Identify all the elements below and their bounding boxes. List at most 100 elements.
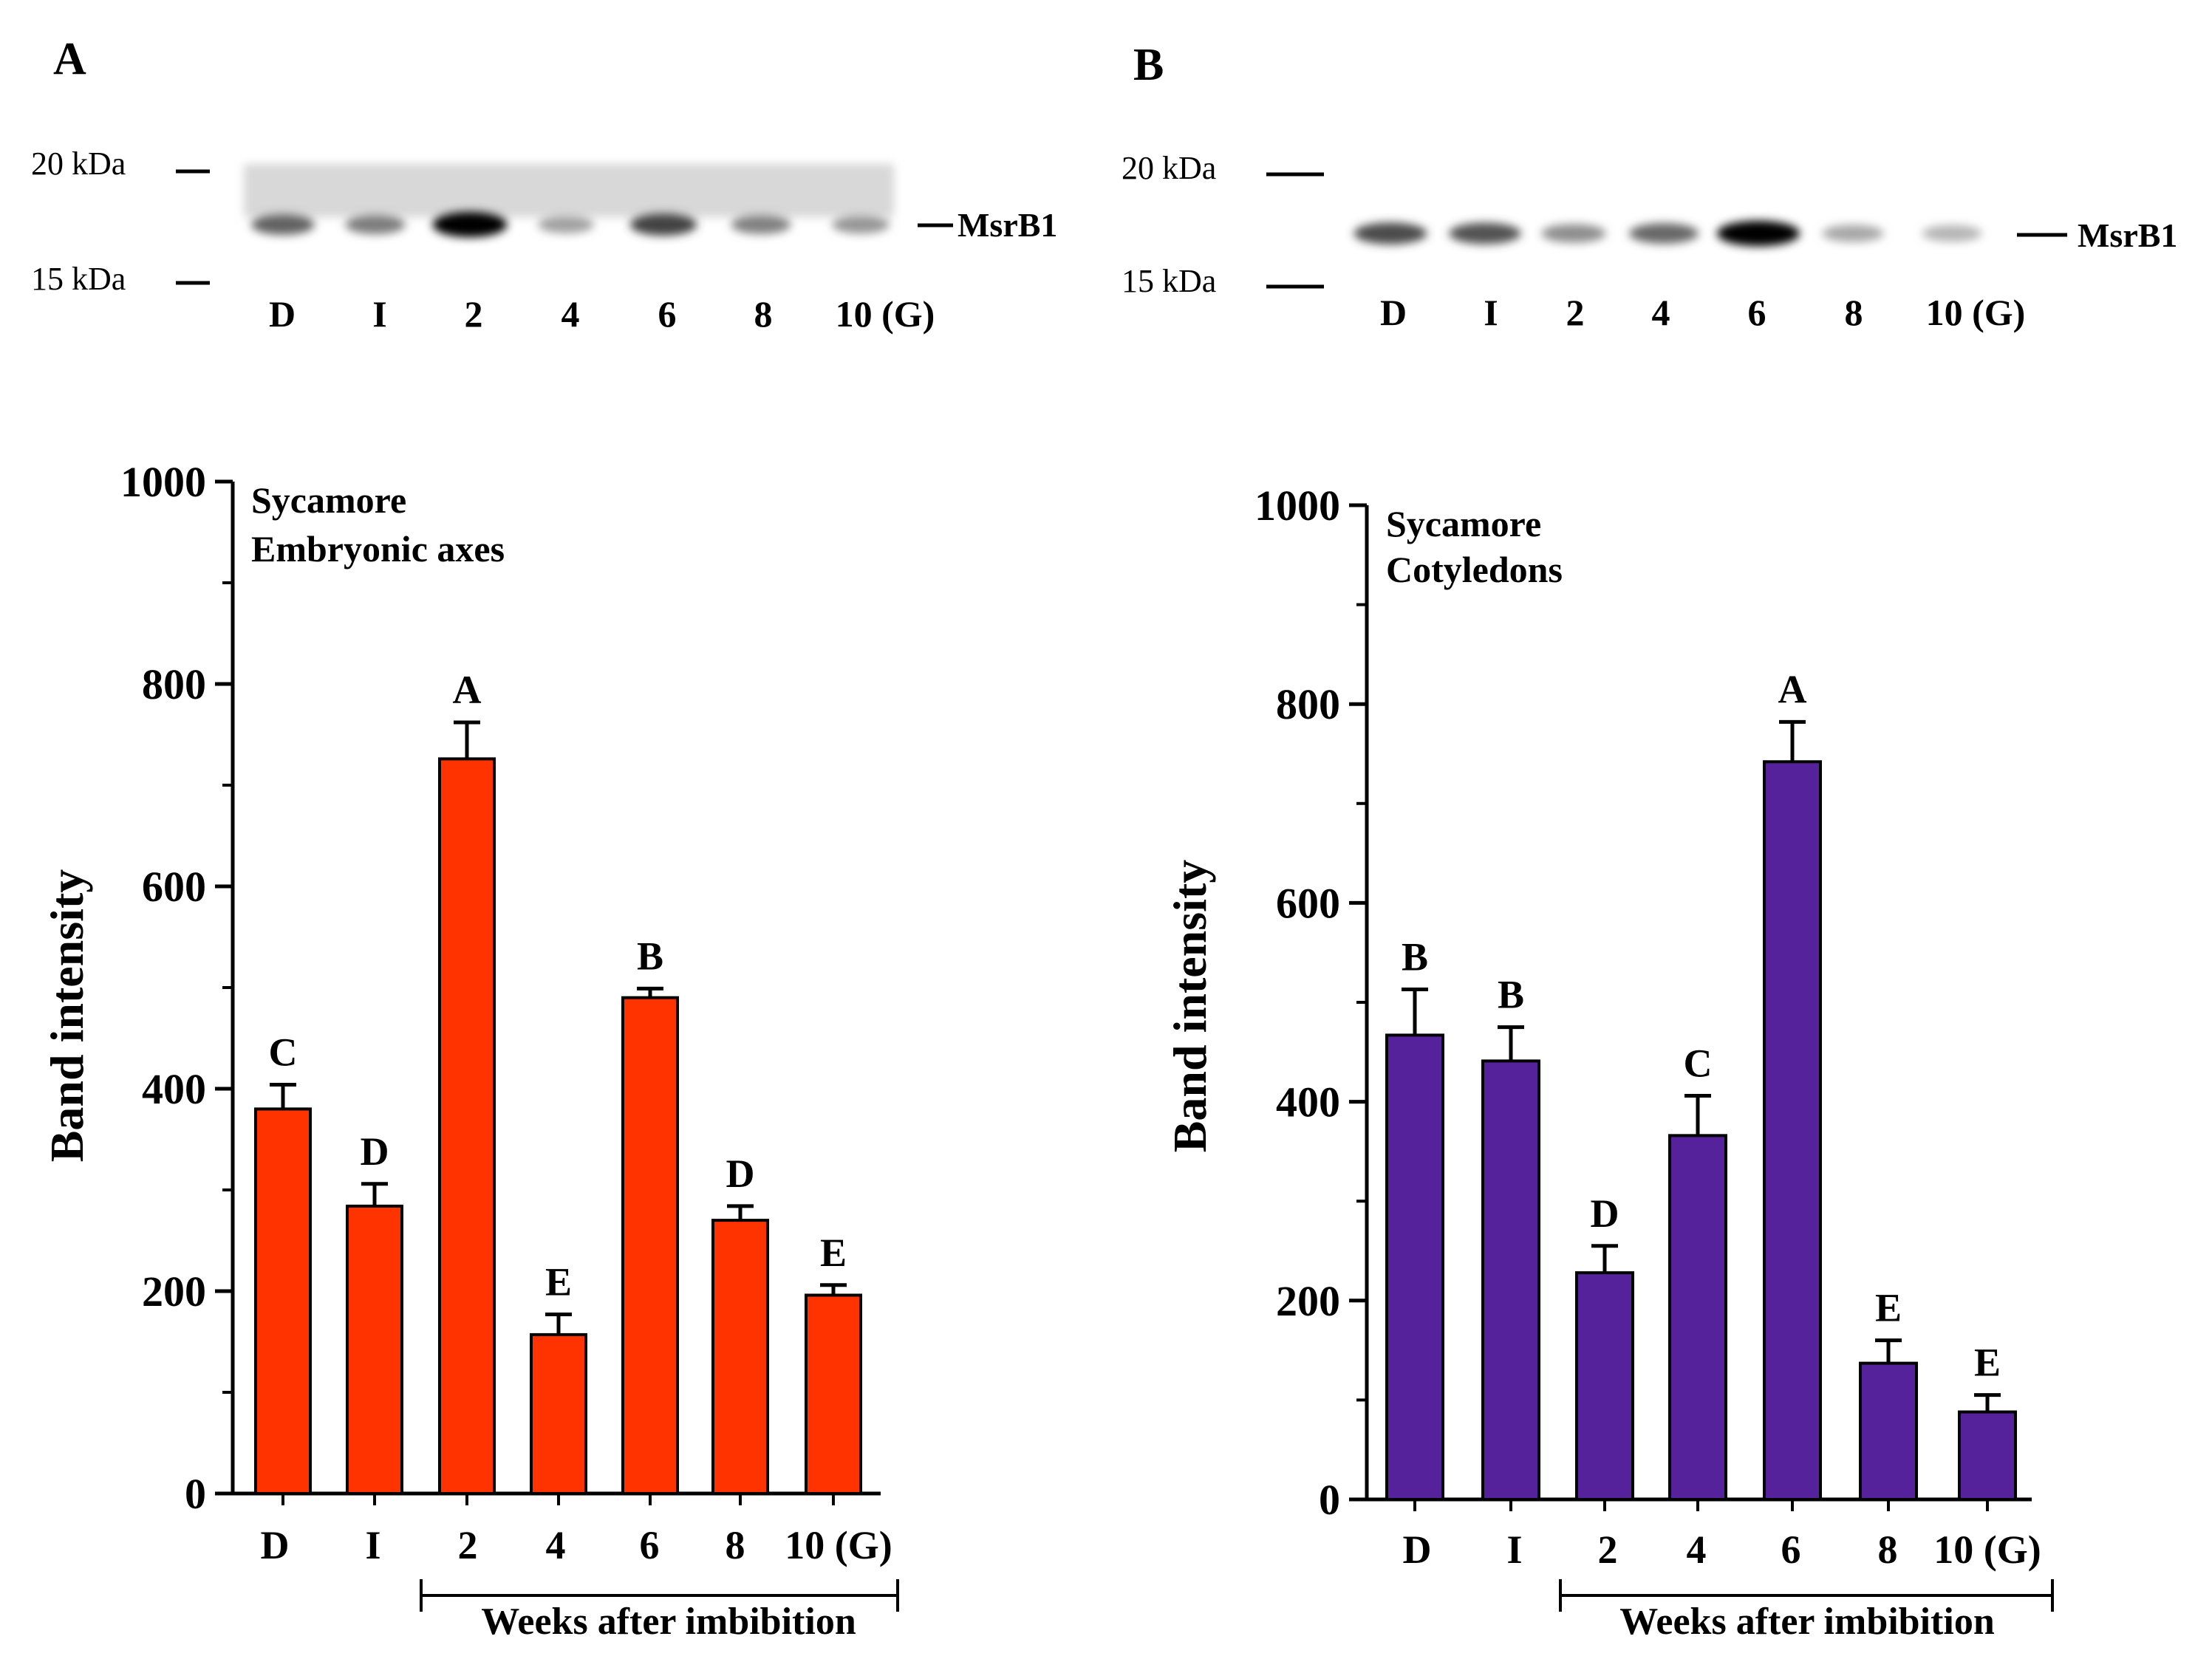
panel-a-y-tick-label: 800 [142,660,206,708]
panel-a-lane-label: 6 [658,293,677,335]
panel-b-lane-label: 10 (G) [1926,292,2026,333]
panel-b-significance-letter: B [1498,973,1524,1017]
panel-b-x-tick-label: 4 [1687,1527,1707,1572]
panel-b-y-tick-label: 400 [1276,1078,1340,1126]
panel-b-lane-label: 6 [1748,292,1766,333]
panel-b-bar [1958,1410,2017,1501]
panel-a-protein-label: MsrB1 [957,206,1057,244]
panel-a-lane-label: 8 [754,293,773,335]
panel-b-chart-title: Sycamore [1386,503,1541,544]
panel-b-marker-20kda: 20 kDa [1122,150,1216,186]
panel-a-chart-title: Sycamore [251,479,406,521]
panel-b-blot-band [1822,225,1884,242]
panel-a-bar [711,1219,769,1495]
panel-b-chart: Band intensity Sycamore Cotyledons 0 200 4… [1164,482,2054,1643]
panel-a-blot-band [832,215,890,234]
panel-b-significance-letter: E [1875,1286,1902,1330]
panel-b-significance-letter: E [1974,1341,2001,1385]
panel-b-y-tick-label: 800 [1276,680,1340,728]
panel-a-x-axis-label: Weeks after imbibition [481,1601,856,1643]
panel-a-blot-lane-labels: D I 2 4 6 8 10 (G) [269,293,935,335]
panel-a-chart-subtitle: Embryonic axes [251,528,505,569]
panel-b-x-tick-label: 8 [1878,1527,1898,1572]
panel-b-blot-band [1922,225,1982,242]
panel-b-y-axis-label: Band intensity [1164,860,1216,1153]
panel-a-significance-letter: B [637,934,663,978]
panel-a-significance-letter: D [726,1152,755,1196]
panel-a-x-tick-label: I [365,1523,380,1567]
panel-a-plot-area: 0 200 400 600 800 1000 C D A E B D E [120,458,881,1518]
panel-b-letter: B [1133,40,1164,90]
panel-a-blot-band [251,213,315,236]
panel-b-bar [1668,1134,1727,1501]
panel-a-significance-letter: A [453,668,482,712]
panel-a-blot-band [731,214,791,235]
panel-b-x-tick-label: I [1506,1527,1522,1572]
panel-a-x-tick-label: 2 [458,1523,478,1567]
panel-a-blot: 20 kDa 15 kDa MsrB1 D I 2 4 6 8 10 (G) [31,146,1057,335]
panel-b-lane-label: 4 [1652,292,1670,333]
panel-a-lane-label: 2 [465,293,483,335]
panel-a-blot-band [432,211,508,238]
panel-a-y-tick-label: 400 [142,1065,206,1113]
panel-a-lane-label: D [269,293,296,335]
panel-b-bar [1575,1271,1634,1502]
panel-a-letter: A [53,34,86,84]
panel-a-x-tick-labels: D I 2 4 6 8 10 (G) [261,1523,892,1567]
panel-b-significance-letter: A [1778,667,1807,711]
panel-b-significance-letter: B [1402,935,1428,979]
panel-b-bar [1385,1033,1444,1501]
panel-a-blot-band [538,216,594,233]
panel-a-lane-label: I [372,293,386,335]
panel-b-x-tick-label: D [1403,1527,1432,1572]
panel-a-x-tick-label: 8 [726,1523,745,1567]
panel-a-x-tick-label: D [261,1523,290,1567]
panel-b-blot: 20 kDa 15 kDa MsrB1 D I 2 4 6 8 10 (G) [1122,150,2177,333]
panel-a-significance-letter: D [361,1129,389,1174]
panel-b-protein-label: MsrB1 [2078,216,2177,254]
panel-a-weeks-bracket: Weeks after imbibition [420,1579,899,1643]
panel-a-bar [346,1204,403,1496]
panel-b-weeks-bracket: Weeks after imbibition [1559,1579,2054,1643]
panel-a-chart: Band intensity Sycamore Embryonic axes 0… [41,458,899,1643]
panel-b-blot-band [1628,223,1699,244]
panel-a-marker-20kda: 20 kDa [31,146,126,182]
panel-b-lane-label: 8 [1845,292,1863,333]
panel-a-bar [805,1293,862,1495]
panel-a-lane-label: 4 [561,293,580,335]
panel-a-x-tick-label: 10 (G) [785,1523,892,1567]
panel-a-y-tick-label: 0 [185,1470,206,1518]
panel-a-bar [530,1332,587,1496]
panel-a-significance-letter: E [545,1260,572,1304]
panel-b-blot-bands [1354,220,1982,247]
panel-a-bar [254,1107,312,1495]
panel-b-chart-subtitle: Cotyledons [1386,549,1563,590]
panel-b-x-tick-label: 10 (G) [1933,1527,2041,1572]
panel-b-lane-label: I [1484,292,1498,333]
panel-b-y-tick-label: 1000 [1255,482,1340,530]
panel-a-blot-bands [251,211,890,238]
panel-b-y-tick-label: 600 [1276,879,1340,927]
panel-a-marker-15kda: 15 kDa [31,261,126,297]
panel-b-significance-letter: D [1591,1191,1619,1236]
panel-a: A 20 kDa 15 kDa MsrB1 D I 2 4 6 8 10 (G)… [31,34,1057,1643]
panel-b-bar [1481,1059,1540,1501]
panel-b-x-tick-label: 2 [1598,1527,1618,1572]
panel-b-lane-label: D [1380,292,1407,333]
panel-b-lane-label: 2 [1566,292,1585,333]
panel-a-y-tick-label: 600 [142,863,206,911]
panel-a-y-axis-label: Band intensity [41,869,93,1163]
panel-b-y-tick-label: 200 [1276,1277,1340,1325]
panel-a-bar [438,757,496,1495]
panel-b-blot-band [1354,222,1427,244]
panel-a-x-tick-label: 6 [640,1523,660,1567]
panel-b-x-tick-labels: D I 2 4 6 8 10 (G) [1403,1527,2041,1572]
panel-b: B 20 kDa 15 kDa MsrB1 D I 2 4 6 8 10 (G)… [1122,40,2177,1643]
panel-a-bar [621,996,679,1495]
panel-a-significance-letter: C [269,1030,298,1075]
panel-b-x-tick-label: 6 [1781,1527,1801,1572]
panel-b-blot-lane-labels: D I 2 4 6 8 10 (G) [1380,292,2025,333]
panel-b-plot-area: 0 200 400 600 800 1000 B B D C A E E [1255,482,2032,1524]
panel-b-blot-band [1541,224,1606,243]
